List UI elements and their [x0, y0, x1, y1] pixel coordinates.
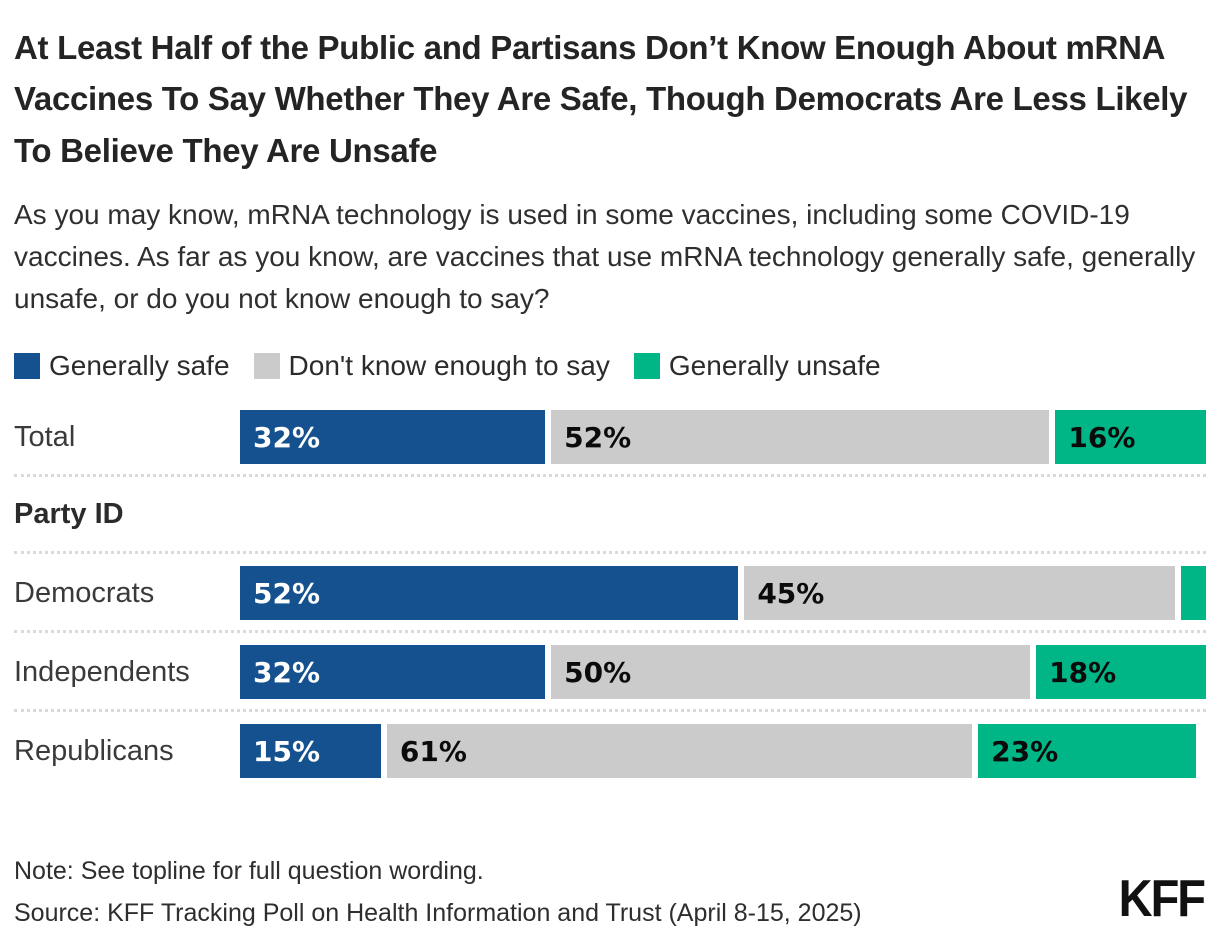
bar-segment-unsafe: 18%	[1036, 645, 1206, 700]
bar-segment-unsafe	[1181, 566, 1206, 621]
chart-row-democrats: Democrats 52% 45%	[14, 566, 1206, 621]
bar-value-label: 45%	[757, 576, 825, 610]
bar-value-label: 52%	[564, 420, 632, 454]
bar-track: 32% 50% 18%	[240, 645, 1206, 700]
bar-track: 32% 52% 16%	[240, 410, 1206, 465]
source-text: Source: KFF Tracking Poll on Health Info…	[14, 899, 862, 928]
bar-segment-dont_know: 52%	[551, 410, 1050, 465]
legend-label: Generally unsafe	[668, 350, 881, 382]
kff-logo: KFF	[1118, 868, 1206, 927]
row-label: Republicans	[14, 734, 174, 767]
chart-question-text: As you may know, mRNA technology is used…	[14, 199, 1196, 315]
legend-swatch-unsafe-icon	[633, 353, 660, 380]
chart-row-independents: Independents 32% 50% 18%	[14, 645, 1206, 700]
bar-track: 52% 45%	[240, 566, 1206, 621]
bar-value-label: 61%	[399, 734, 467, 768]
legend: Generally safe Don't know enough to say …	[14, 350, 1206, 382]
bar-value-label: 32%	[253, 655, 321, 689]
bar-segment-dont_know: 45%	[744, 566, 1175, 621]
chart-title: At Least Half of the Public and Partisan…	[14, 29, 1188, 169]
bar-track: 15% 61% 23%	[240, 724, 1206, 779]
bar-segment-safe: 32%	[240, 410, 546, 465]
legend-item-generally-unsafe: Generally unsafe	[633, 350, 881, 382]
row-separator	[14, 630, 1206, 634]
row-label: Total	[14, 420, 76, 453]
bar-segment-safe: 15%	[240, 724, 381, 779]
row-separator	[14, 551, 1206, 555]
row-separator	[14, 474, 1206, 478]
row-label: Democrats	[14, 576, 155, 609]
bar-segment-safe: 32%	[240, 645, 546, 700]
legend-swatch-dont-know-icon	[253, 353, 280, 380]
group-heading: Party ID	[14, 498, 124, 531]
bar-segment-unsafe: 16%	[1055, 410, 1206, 465]
legend-item-generally-safe: Generally safe	[14, 350, 230, 382]
row-label: Independents	[14, 655, 190, 688]
bar-value-label: 32%	[253, 420, 321, 454]
bar-value-label: 50%	[564, 655, 632, 689]
footer: Note: See topline for full question word…	[14, 850, 1206, 934]
row-separator	[14, 709, 1206, 713]
bar-segment-unsafe: 23%	[978, 724, 1197, 779]
note-text: Note: See topline for full question word…	[14, 857, 484, 886]
bar-segment-dont_know: 50%	[551, 645, 1031, 700]
bar-segment-dont_know: 61%	[386, 724, 973, 779]
bar-value-label: 18%	[1049, 655, 1117, 689]
chart-row-republicans: Republicans 15% 61% 23%	[14, 724, 1206, 779]
bar-value-label: 23%	[991, 734, 1059, 768]
bar-value-label: 16%	[1068, 420, 1136, 454]
bar-segment-safe: 52%	[240, 566, 739, 621]
legend-item-dont-know: Don't know enough to say	[253, 350, 610, 382]
legend-swatch-safe-icon	[14, 353, 40, 380]
bar-value-label: 52%	[253, 576, 321, 610]
chart-row-total: Total 32% 52% 16%	[14, 410, 1206, 465]
legend-label: Generally safe	[49, 350, 230, 382]
chart-rows: Total 32% 52% 16% Party ID Democrats 52% 45% Ind…	[14, 410, 1206, 779]
legend-label: Don't know enough to say	[288, 350, 610, 382]
bar-value-label: 15%	[253, 734, 321, 768]
